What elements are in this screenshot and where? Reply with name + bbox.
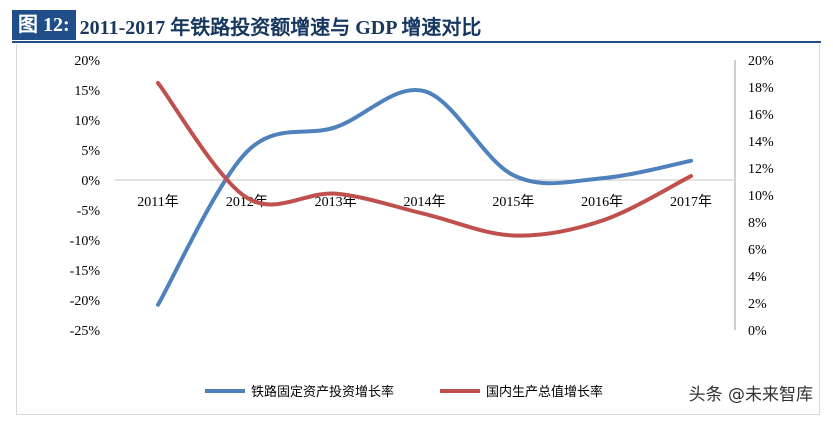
left-axis-tick: -25% <box>70 324 101 339</box>
left-axis-tick: 5% <box>81 144 100 159</box>
right-axis-tick: 4% <box>748 270 767 285</box>
right-axis-tick: 14% <box>748 135 774 150</box>
x-axis-tick: 2012年 <box>226 194 268 210</box>
right-axis-tick: 16% <box>748 108 774 123</box>
figure-number: 图 12: <box>12 10 76 40</box>
left-axis-tick: -5% <box>77 204 101 219</box>
x-axis-tick: 2011年 <box>137 194 178 210</box>
left-axis-tick: -10% <box>70 234 101 249</box>
chart-frame <box>16 44 820 415</box>
x-axis-tick: 2013年 <box>315 194 357 210</box>
title-rule <box>12 41 821 43</box>
figure-title: 图 12: 2011-2017 年铁路投资额增速与 GDP 增速对比 <box>12 10 481 40</box>
right-axis-tick: 18% <box>748 81 774 96</box>
left-axis-tick: 0% <box>81 174 100 189</box>
right-axis-tick: 20% <box>748 54 774 69</box>
figure-title-text: 2011-2017 年铁路投资额增速与 GDP 增速对比 <box>79 16 482 39</box>
x-axis-tick: 2015年 <box>492 194 534 210</box>
right-axis-tick: 6% <box>748 243 767 258</box>
right-axis-tick: 12% <box>748 162 774 177</box>
left-axis-tick: 15% <box>74 84 100 99</box>
left-axis-tick: -15% <box>70 264 101 279</box>
left-axis-tick: -20% <box>70 294 101 309</box>
watermark: 头条 @未来智库 <box>688 385 813 405</box>
legend-label: 铁路固定资产投资增长率 <box>251 384 394 400</box>
x-axis-tick: 2014年 <box>404 194 446 210</box>
left-axis-tick: 10% <box>74 114 100 129</box>
right-axis-tick: 0% <box>748 324 767 339</box>
series-line-0 <box>156 88 693 307</box>
right-axis-tick: 8% <box>748 216 767 231</box>
right-axis-tick: 10% <box>748 189 774 204</box>
legend-label: 国内生产总值增长率 <box>486 384 603 400</box>
left-axis-tick: 20% <box>74 54 100 69</box>
x-axis-tick: 2017年 <box>670 194 712 210</box>
right-axis-tick: 2% <box>748 297 767 312</box>
x-axis-tick: 2016年 <box>581 194 623 210</box>
